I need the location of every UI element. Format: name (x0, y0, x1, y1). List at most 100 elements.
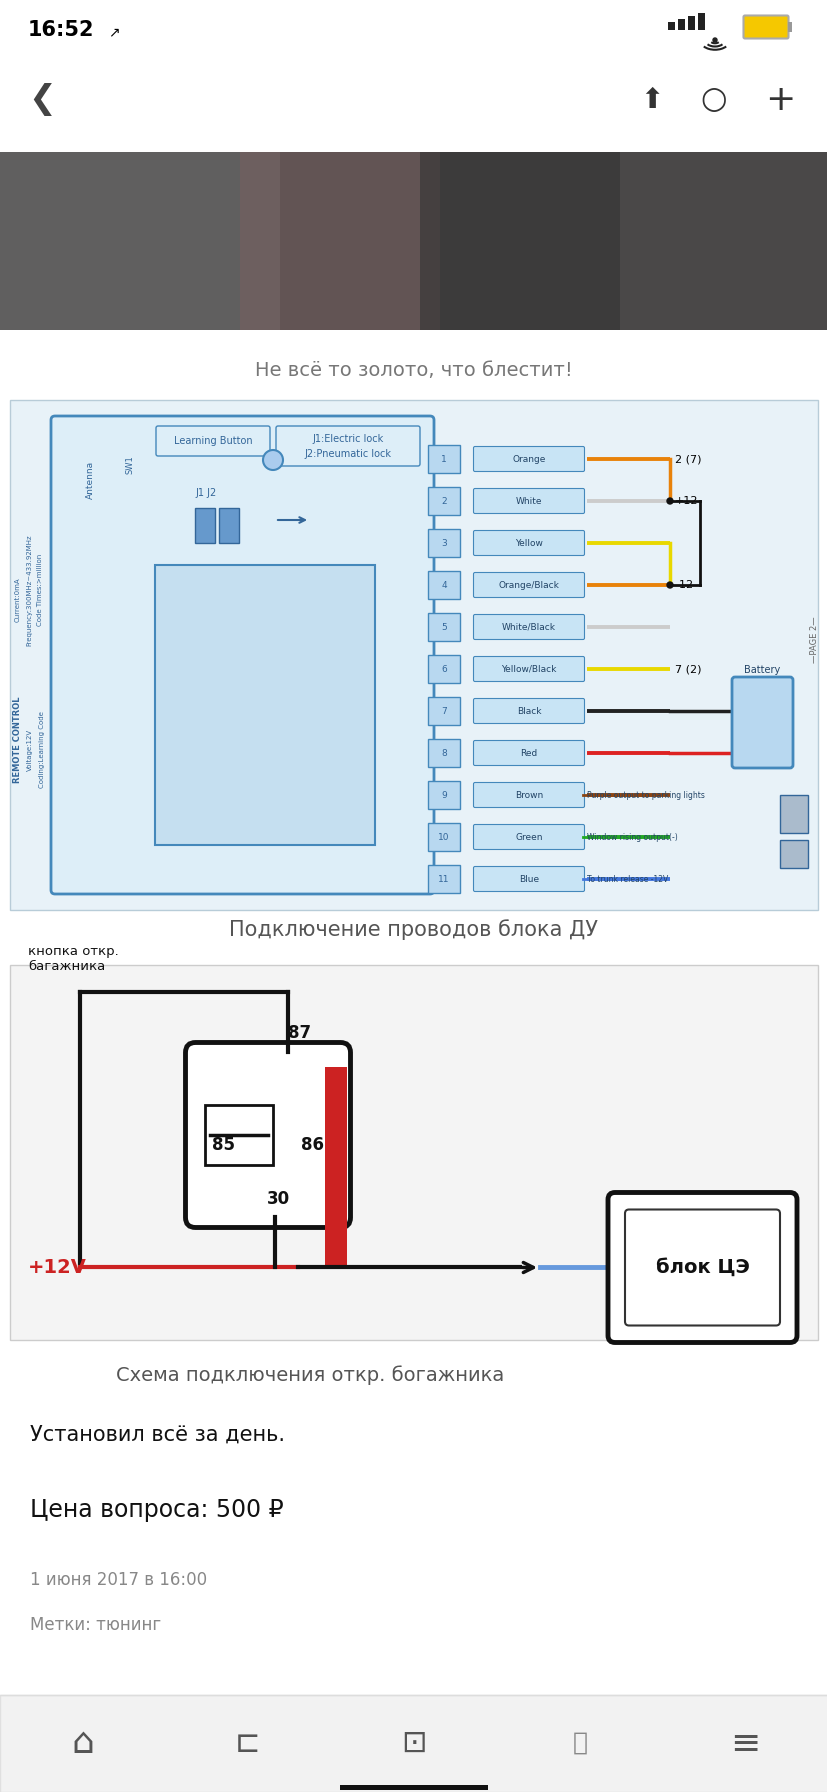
Text: 6: 6 (441, 665, 447, 674)
Text: Learning Button: Learning Button (174, 435, 252, 446)
Text: Black: Black (516, 706, 541, 715)
Bar (205, 1106, 273, 1165)
Text: 1 июня 2017 в 16:00: 1 июня 2017 в 16:00 (30, 1572, 207, 1590)
FancyBboxPatch shape (51, 416, 433, 894)
Text: White: White (515, 496, 542, 505)
Bar (0, 152, 827, 330)
Text: J1:Electric lock: J1:Electric lock (312, 434, 383, 444)
Text: 3: 3 (441, 539, 447, 548)
Text: ↗: ↗ (108, 25, 119, 39)
Text: Метки: тюнинг: Метки: тюнинг (30, 1616, 161, 1634)
FancyBboxPatch shape (743, 16, 787, 38)
Bar (677, 20, 684, 30)
Bar (428, 738, 460, 767)
Bar (0, 1695, 827, 1792)
Text: ○: ○ (700, 86, 726, 115)
FancyBboxPatch shape (275, 426, 419, 466)
Text: +12V: +12V (28, 1258, 87, 1278)
FancyBboxPatch shape (607, 1192, 796, 1342)
Text: 30: 30 (266, 1190, 289, 1208)
Circle shape (667, 582, 672, 588)
Text: 16:52: 16:52 (28, 20, 94, 39)
Text: Frequency:300MHz~433.92MHz: Frequency:300MHz~433.92MHz (26, 534, 32, 645)
Text: J1 J2: J1 J2 (195, 487, 216, 498)
Circle shape (263, 450, 283, 470)
FancyBboxPatch shape (473, 656, 584, 681)
Text: SW1: SW1 (126, 455, 134, 473)
Text: 85: 85 (212, 1136, 235, 1154)
Text: ⬆: ⬆ (639, 86, 662, 115)
FancyBboxPatch shape (473, 572, 584, 597)
Text: 4: 4 (441, 581, 447, 590)
Text: ⊏: ⊏ (235, 1729, 261, 1758)
FancyBboxPatch shape (473, 615, 584, 640)
Bar (787, 22, 791, 32)
Bar (428, 444, 460, 473)
Text: To trunk release -12V: To trunk release -12V (586, 874, 667, 883)
Text: Voltage:12V: Voltage:12V (27, 729, 33, 771)
FancyBboxPatch shape (473, 740, 584, 765)
Text: ⌂: ⌂ (71, 1726, 94, 1760)
Text: ⊡: ⊡ (401, 1729, 426, 1758)
Bar (697, 13, 704, 30)
Text: 5: 5 (441, 622, 447, 631)
Text: —PAGE 2—: —PAGE 2— (810, 616, 819, 663)
Bar (340, 1785, 487, 1790)
Text: 7: 7 (441, 706, 447, 715)
Text: ≡: ≡ (729, 1726, 759, 1760)
Text: Цена вопроса: 500 ₽: Цена вопроса: 500 ₽ (30, 1498, 284, 1521)
Text: 86: 86 (301, 1136, 323, 1154)
FancyBboxPatch shape (473, 824, 584, 849)
FancyBboxPatch shape (473, 530, 584, 556)
Bar (667, 22, 674, 30)
Bar (195, 507, 215, 543)
Text: 7 (2): 7 (2) (674, 665, 700, 674)
Bar (240, 152, 439, 330)
Text: 11: 11 (437, 874, 449, 883)
Bar (325, 1068, 347, 1267)
Bar (428, 529, 460, 557)
Bar (779, 840, 807, 867)
FancyBboxPatch shape (185, 1043, 350, 1228)
FancyBboxPatch shape (473, 783, 584, 808)
Text: +: + (764, 82, 794, 116)
Text: Brown: Brown (514, 790, 543, 799)
Bar (155, 564, 375, 846)
Text: 2 (7): 2 (7) (674, 453, 700, 464)
FancyBboxPatch shape (473, 867, 584, 891)
Bar (428, 823, 460, 851)
Bar (428, 656, 460, 683)
Text: Схема подключения откр. богажника: Схема подключения откр. богажника (116, 1366, 504, 1385)
Text: Подключение проводов блока ДУ: Подключение проводов блока ДУ (229, 919, 598, 941)
Text: 2: 2 (441, 496, 447, 505)
Bar (687, 16, 694, 30)
Text: Red: Red (519, 749, 537, 758)
Bar (428, 487, 460, 514)
Text: Не всё то золото, что блестит!: Не всё то золото, что блестит! (255, 360, 572, 380)
Text: Purple output to parking lights: Purple output to parking lights (586, 790, 704, 799)
Text: Antenna: Antenna (85, 461, 94, 498)
Bar (428, 697, 460, 726)
Text: Battery: Battery (743, 665, 780, 676)
Text: 1: 1 (441, 455, 447, 464)
Text: Current:0mA: Current:0mA (15, 577, 21, 622)
FancyBboxPatch shape (624, 1210, 779, 1326)
Bar (428, 781, 460, 808)
Bar (428, 613, 460, 642)
Circle shape (712, 38, 716, 41)
Bar (428, 866, 460, 892)
Bar (779, 796, 807, 833)
Bar (10, 966, 817, 1340)
Text: Blue: Blue (519, 874, 538, 883)
Text: Orange: Orange (512, 455, 545, 464)
Text: 87: 87 (288, 1025, 311, 1043)
Bar (419, 152, 619, 330)
FancyBboxPatch shape (473, 446, 584, 471)
Bar (10, 400, 817, 910)
Bar (0, 152, 280, 330)
Text: REMOTE CONTROL: REMOTE CONTROL (13, 697, 22, 783)
Text: ❮: ❮ (28, 84, 56, 116)
Text: Coding:Learning Code: Coding:Learning Code (39, 711, 45, 788)
Text: 10: 10 (437, 833, 449, 842)
Text: блок ЦЭ: блок ЦЭ (655, 1258, 748, 1278)
